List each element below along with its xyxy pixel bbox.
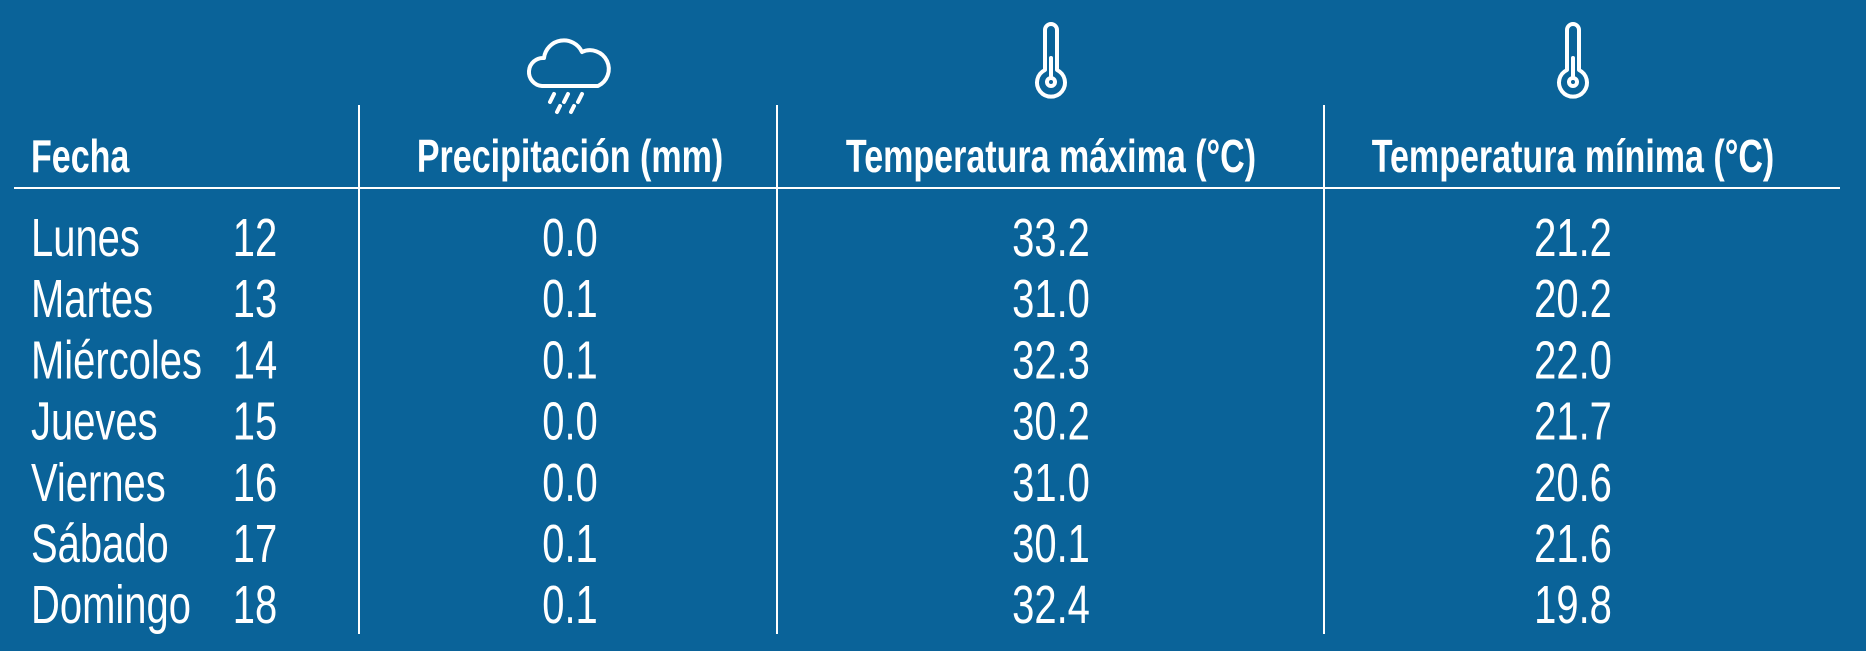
max-temperature-group: 32.4 xyxy=(1012,575,1090,635)
day-number-group: 18 xyxy=(233,575,277,635)
day-number: 17 xyxy=(233,514,277,574)
column-header: Temperatura máxima (°C) xyxy=(846,130,1256,182)
column-header-group: Temperatura mínima (°C) xyxy=(1372,130,1775,182)
day-number: 14 xyxy=(233,331,277,391)
day-name-group: Viernes xyxy=(31,453,166,513)
day-number: 13 xyxy=(233,269,277,329)
column-header: Temperatura mínima (°C) xyxy=(1372,130,1775,182)
min-temperature-group: 19.8 xyxy=(1534,575,1612,635)
day-name-group: Jueves xyxy=(31,392,158,452)
max-temperature-group: 31.0 xyxy=(1012,269,1090,329)
day-name-group: Martes xyxy=(31,269,153,329)
day-name-group: Domingo xyxy=(31,575,191,635)
min-temperature-group: 20.2 xyxy=(1534,269,1612,329)
day-name: Jueves xyxy=(31,392,158,452)
day-number: 18 xyxy=(233,575,277,635)
day-name-group: Lunes xyxy=(31,208,140,268)
min-temperature-group: 21.6 xyxy=(1534,514,1612,574)
min-temperature-group: 22.0 xyxy=(1534,331,1612,391)
day-number-group: 12 xyxy=(233,208,277,268)
day-number-group: 15 xyxy=(233,392,277,452)
min-temperature: 21.2 xyxy=(1534,208,1612,268)
min-temperature-group: 21.2 xyxy=(1534,208,1612,268)
column-header: Fecha xyxy=(31,130,130,182)
min-temperature-group: 20.6 xyxy=(1534,453,1612,513)
max-temperature-group: 30.1 xyxy=(1012,514,1090,574)
precipitation: 0.0 xyxy=(542,208,598,268)
precipitation-group: 0.1 xyxy=(542,269,598,329)
day-number-group: 17 xyxy=(233,514,277,574)
precipitation-group: 0.1 xyxy=(542,514,598,574)
max-temperature: 31.0 xyxy=(1012,453,1090,513)
day-number: 15 xyxy=(233,392,277,452)
precipitation-group: 0.1 xyxy=(542,575,598,635)
day-name-group: Miércoles xyxy=(31,331,202,391)
precipitation-group: 0.0 xyxy=(542,392,598,452)
min-temperature: 21.6 xyxy=(1534,514,1612,574)
day-number: 12 xyxy=(233,208,277,268)
column-header-group: Precipitación (mm) xyxy=(417,130,723,182)
max-temperature: 31.0 xyxy=(1012,269,1090,329)
day-name: Domingo xyxy=(31,575,191,635)
max-temperature: 30.2 xyxy=(1012,392,1090,452)
day-name: Miércoles xyxy=(31,331,202,391)
max-temperature: 33.2 xyxy=(1012,208,1090,268)
max-temperature-group: 33.2 xyxy=(1012,208,1090,268)
column-header-group: Fecha xyxy=(31,130,130,182)
precipitation-group: 0.0 xyxy=(542,208,598,268)
day-name: Sábado xyxy=(31,514,169,574)
min-temperature-group: 21.7 xyxy=(1534,392,1612,452)
min-temperature: 22.0 xyxy=(1534,331,1612,391)
day-number: 16 xyxy=(233,453,277,513)
thermometer-icon xyxy=(1035,22,1067,99)
day-number-group: 16 xyxy=(233,453,277,513)
min-temperature: 20.2 xyxy=(1534,269,1612,329)
day-name: Lunes xyxy=(31,208,140,268)
max-temperature: 32.4 xyxy=(1012,575,1090,635)
min-temperature: 20.6 xyxy=(1534,453,1612,513)
day-name-group: Sábado xyxy=(31,514,169,574)
day-number-group: 13 xyxy=(233,269,277,329)
day-number-group: 14 xyxy=(233,331,277,391)
column-header: Precipitación (mm) xyxy=(417,130,723,182)
day-name: Martes xyxy=(31,269,153,329)
thermometer-icon xyxy=(1557,22,1589,99)
precipitation: 0.1 xyxy=(542,331,598,391)
max-temperature-group: 31.0 xyxy=(1012,453,1090,513)
precipitation: 0.1 xyxy=(542,269,598,329)
min-temperature: 21.7 xyxy=(1534,392,1612,452)
day-name: Viernes xyxy=(31,453,166,513)
max-temperature-group: 30.2 xyxy=(1012,392,1090,452)
rain-icon xyxy=(526,38,611,114)
precipitation: 0.1 xyxy=(542,575,598,635)
precipitation-group: 0.0 xyxy=(542,453,598,513)
max-temperature: 32.3 xyxy=(1012,331,1090,391)
precipitation: 0.0 xyxy=(542,392,598,452)
max-temperature-group: 32.3 xyxy=(1012,331,1090,391)
precipitation-group: 0.1 xyxy=(542,331,598,391)
column-header-group: Temperatura máxima (°C) xyxy=(846,130,1256,182)
precipitation: 0.0 xyxy=(542,453,598,513)
min-temperature: 19.8 xyxy=(1534,575,1612,635)
max-temperature: 30.1 xyxy=(1012,514,1090,574)
precipitation: 0.1 xyxy=(542,514,598,574)
